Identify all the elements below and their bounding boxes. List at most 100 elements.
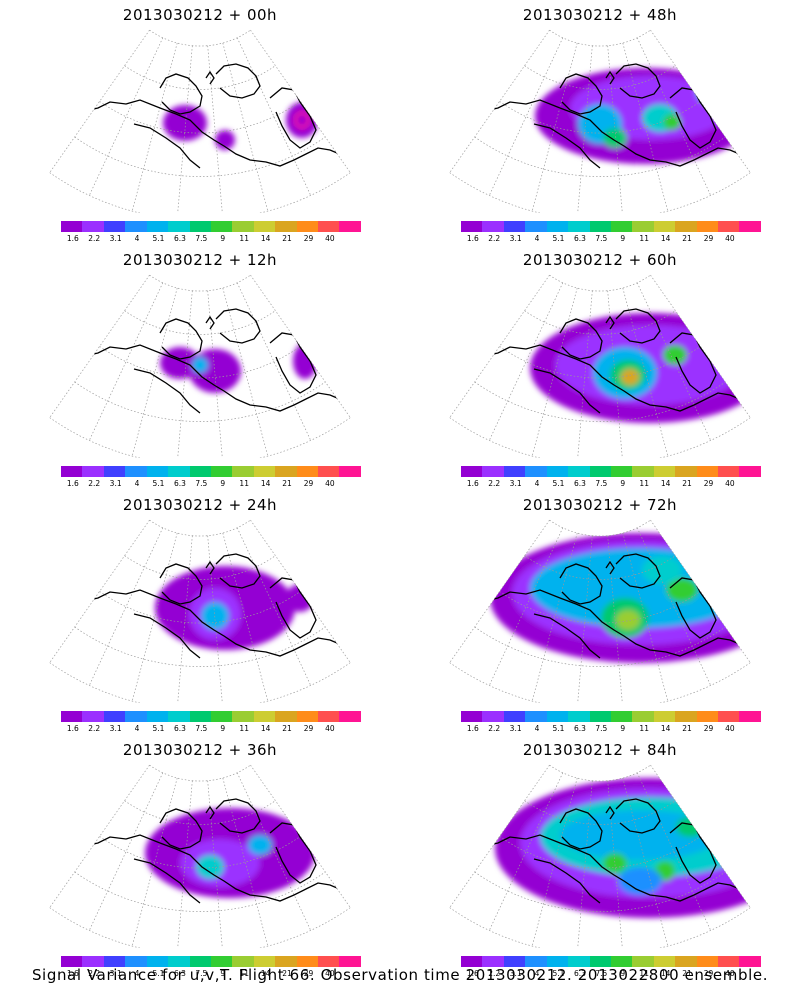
colorbar-swatch: [103, 711, 126, 722]
colorbar-label: 40: [725, 479, 735, 488]
colorbar-label: 11: [239, 234, 249, 243]
colorbar-swatch: [189, 466, 211, 477]
colorbar-swatch: [82, 711, 104, 722]
variance-blob: [192, 357, 208, 373]
colorbar-swatch: [568, 711, 590, 722]
colorbar: [461, 711, 761, 722]
coastline: [205, 805, 215, 820]
colorbar-label: 4: [534, 724, 540, 733]
panel-title: 2013030212 + 12h: [122, 251, 278, 269]
colorbar-label: 4: [534, 234, 540, 243]
colorbar-label: 14: [260, 234, 271, 243]
colorbar-swatch: [275, 466, 297, 477]
colorbar-swatch: [461, 466, 483, 477]
colorbar-swatch: [696, 221, 719, 232]
colorbar-label: 11: [239, 479, 249, 488]
colorbar-swatch: [103, 956, 126, 967]
colorbar-label: 6.3: [573, 234, 586, 243]
longitude-line: [177, 45, 193, 213]
colorbar-swatch: [718, 221, 740, 232]
colorbar-swatch: [589, 466, 611, 477]
colorbar: [61, 466, 361, 477]
colorbar-swatch: [503, 711, 526, 722]
colorbar-swatch: [525, 956, 547, 967]
longitude-line: [650, 519, 751, 663]
colorbar-swatch: [461, 711, 483, 722]
latitude-line: [49, 172, 351, 213]
latitude-line: [449, 417, 751, 458]
forecast-panel: 2013030212 + 24h 1.6 2.2 3.1 4 5.1 6.3 7.5 9 11 14…: [0, 490, 400, 735]
colorbar-label: 21: [682, 724, 692, 733]
longitude-line: [250, 29, 351, 173]
latitude-line: [499, 346, 701, 379]
variance-blob: [196, 855, 224, 879]
colorbar: [61, 711, 361, 722]
colorbar-swatch: [482, 466, 504, 477]
longitude-line: [650, 274, 751, 418]
colorbar-label: 3.1: [509, 479, 522, 488]
colorbar-label: 7.5: [195, 479, 208, 488]
colorbar-label: 3.1: [509, 724, 522, 733]
colorbar-swatch: [589, 956, 611, 967]
colorbar-label: 9: [620, 234, 626, 243]
longitude-line: [449, 519, 550, 663]
latitude-line: [74, 626, 326, 667]
coastline: [329, 336, 351, 390]
colorbar-swatch: [653, 711, 676, 722]
coastline: [426, 154, 440, 178]
colorbar-swatch: [339, 956, 361, 967]
colorbar-swatch: [653, 956, 676, 967]
longitude-line: [650, 764, 751, 908]
colorbar-swatch: [675, 711, 697, 722]
colorbar-label: 2.2: [488, 479, 501, 488]
panel-title: 2013030212 + 72h: [522, 496, 678, 514]
latitude-line: [49, 907, 351, 948]
longitude-line: [650, 29, 751, 173]
coastline: [269, 577, 317, 639]
latitude-line: [49, 417, 351, 458]
longitude-line: [49, 764, 150, 908]
colorbar-label: 7.5: [595, 234, 608, 243]
panel-title: 2013030212 + 84h: [522, 741, 678, 759]
colorbar: [61, 221, 361, 232]
colorbar-swatch: [275, 956, 297, 967]
coastline: [215, 308, 261, 344]
colorbar-label: 40: [725, 724, 735, 733]
colorbar-label: 2.2: [88, 479, 101, 488]
variance-field: [535, 68, 751, 164]
colorbar-label: 2.2: [488, 234, 501, 243]
colorbar-swatch: [61, 956, 83, 967]
colorbar-label: 6.3: [173, 479, 186, 488]
longitude-line: [577, 780, 593, 948]
coastline: [605, 315, 615, 330]
colorbar-label: 21: [682, 969, 692, 978]
coastline: [426, 399, 440, 423]
colorbar: [461, 466, 761, 477]
coastline: [329, 826, 351, 880]
variance-blob: [293, 343, 317, 379]
colorbar-swatch: [610, 221, 633, 232]
coastline: [669, 87, 717, 149]
variance-blob: [616, 610, 640, 630]
colorbar-swatch: [503, 956, 526, 967]
colorbar-swatch: [296, 711, 319, 722]
coastline: [26, 154, 40, 178]
colorbar-swatch: [696, 466, 719, 477]
colorbar-label: 2.2: [88, 724, 101, 733]
coastline: [215, 553, 261, 589]
colorbar-label: 5.1: [552, 969, 565, 978]
colorbar-swatch: [482, 956, 504, 967]
colorbar-swatch: [589, 711, 611, 722]
colorbar-label: 9: [220, 479, 226, 488]
colorbar-swatch: [253, 956, 276, 967]
colorbar-swatch: [61, 466, 83, 477]
colorbar-label: 5.1: [152, 234, 165, 243]
colorbar-label: 21: [682, 479, 692, 488]
colorbar-swatch: [610, 466, 633, 477]
longitude-line: [207, 535, 223, 703]
colorbar-swatch: [82, 221, 104, 232]
colorbar-swatch: [146, 956, 169, 967]
colorbar-swatch: [82, 466, 104, 477]
colorbar-swatch: [739, 711, 761, 722]
colorbar-label: 6.3: [573, 479, 586, 488]
